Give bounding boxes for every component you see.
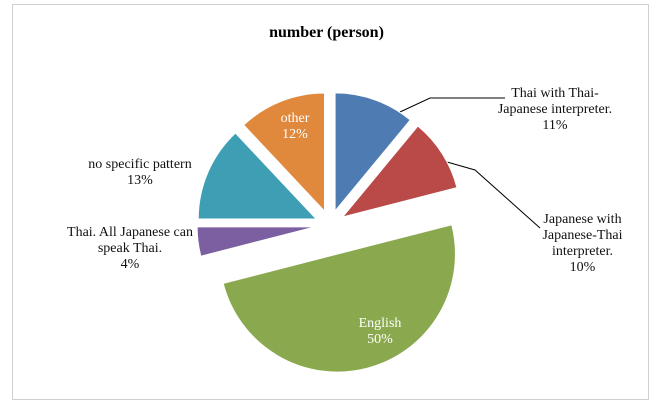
value-label: 13% xyxy=(127,173,153,188)
value-label: 50% xyxy=(367,332,393,347)
value-label: 12% xyxy=(282,127,308,142)
slice-label: Thai. All Japanese can speak Thai. 4% xyxy=(65,225,195,273)
leader-line xyxy=(399,97,505,113)
category-label: Japanese with Japanese-Thai interpreter. xyxy=(542,212,623,259)
chart-title: number (person) xyxy=(269,24,384,41)
slice-label: no specific pattern 13% xyxy=(70,157,210,189)
category-label: other xyxy=(280,111,310,126)
chart-frame xyxy=(12,4,649,400)
category-label: no specific pattern xyxy=(88,157,192,172)
slice-label: Japanese with Japanese-Thai interpreter.… xyxy=(525,212,640,276)
pie-slice xyxy=(196,226,316,257)
category-label: Thai with Thai-Japanese interpreter. xyxy=(497,86,613,117)
pie-slice xyxy=(334,92,412,213)
value-label: 11% xyxy=(542,118,568,133)
pie-slice xyxy=(341,125,458,218)
value-label: 4% xyxy=(120,257,140,272)
slice-label: English 50% xyxy=(330,316,430,348)
category-label: English xyxy=(358,316,402,331)
slice-label: Thai with Thai-Japanese interpreter. 11% xyxy=(495,86,615,134)
pie-slice xyxy=(197,132,318,220)
leader-line xyxy=(439,159,541,229)
category-label: Thai. All Japanese can speak Thai. xyxy=(67,225,193,256)
pie-slice xyxy=(222,224,456,373)
pie-slice xyxy=(242,92,325,213)
value-label: 10% xyxy=(569,260,596,275)
slice-label: other 12% xyxy=(260,111,330,143)
